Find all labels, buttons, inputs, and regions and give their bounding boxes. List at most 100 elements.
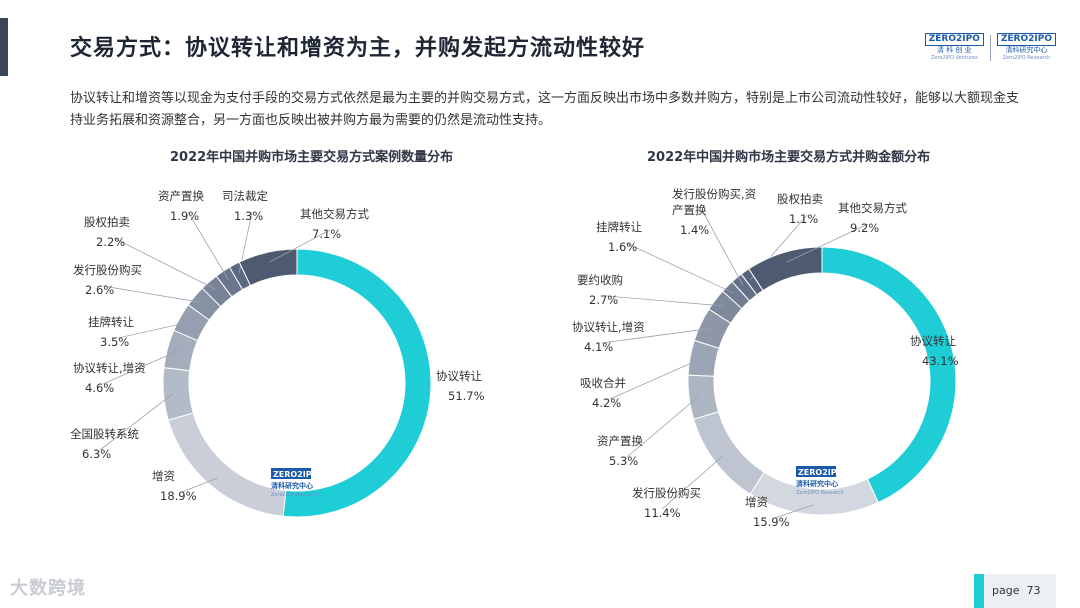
chart2-label-name-10-0: 其他交易方式 bbox=[838, 201, 907, 215]
logo-divider bbox=[989, 34, 991, 61]
chart2-label-value-4: 4.2% bbox=[592, 396, 621, 410]
chart2-label-0: 协议转让 43.1% bbox=[910, 334, 959, 368]
chart1-leader-5 bbox=[102, 285, 203, 304]
chart1-label-5: 发行股份购买 2.6% bbox=[73, 263, 142, 297]
chart-count-title: 2022年中国并购市场主要交易方式案例数量分布 bbox=[170, 150, 454, 165]
chart1-leader-9 bbox=[269, 229, 331, 263]
chart1-label-6: 股权拍卖 2.2% bbox=[84, 215, 130, 249]
chart2-label-name-6-0: 要约收购 bbox=[577, 273, 623, 287]
chart2-label-2: 发行股份购买 11.4% bbox=[632, 486, 701, 520]
logo-right-name: 清科研究中心 bbox=[1005, 46, 1048, 54]
chart2-label-value-3: 5.3% bbox=[609, 454, 638, 468]
chart1-label-value-6: 2.2% bbox=[96, 235, 125, 249]
chart2-label-value-10: 9.2% bbox=[850, 221, 879, 235]
chart2-leader-1 bbox=[774, 504, 814, 519]
chart1-label-name-8-0: 司法裁定 bbox=[222, 189, 268, 203]
chart2-leader-6 bbox=[606, 295, 724, 307]
chart1-label-name-5-0: 发行股份购买 bbox=[73, 263, 142, 277]
chart1-leader-6 bbox=[113, 237, 216, 290]
zero2ipo-research-logo: ZERO2IPO 清科研究中心 Zero2IPO Research bbox=[996, 33, 1056, 62]
chart-amount-title: 2022年中国并购市场主要交易方式并购金额分布 bbox=[647, 150, 931, 165]
chart1-center-logo: ZERO2IPO 清科研究中心 Zero2IPO Research bbox=[271, 468, 319, 498]
chart1-label-name-2-0: 全国股转系统 bbox=[70, 427, 139, 441]
logo-left-name: 清 科 创 业 bbox=[936, 46, 972, 54]
chart1-label-name-7-0: 资产置换 bbox=[158, 189, 204, 203]
chart1-label-name-4-0: 挂牌转让 bbox=[88, 315, 134, 329]
chart1-center-logo-wordmark: ZERO2IPO bbox=[273, 470, 319, 479]
chart1-leader-7 bbox=[187, 211, 229, 280]
chart2-leader-10 bbox=[786, 223, 869, 263]
chart1-label-9: 其他交易方式 7.1% bbox=[300, 207, 369, 241]
page-number: page 73 bbox=[992, 584, 1041, 597]
chart2-label-1: 增资 15.9% bbox=[745, 495, 790, 529]
chart2-label-value-1: 15.9% bbox=[753, 515, 790, 529]
chart2-label-name-1-0: 增资 bbox=[745, 495, 768, 509]
chart2-label-name-9-0: 股权拍卖 bbox=[777, 192, 823, 206]
chart2-slice-3 bbox=[687, 374, 720, 420]
chart1-leader-2 bbox=[99, 392, 174, 451]
chart2-label-name-8-1: 产置换 bbox=[672, 203, 707, 217]
chart2-center-logo-en: Zero2IPO Research bbox=[796, 490, 844, 496]
page-indicator-stripe bbox=[974, 574, 984, 608]
chart2-label-10: 其他交易方式 9.2% bbox=[838, 201, 907, 235]
logo-right-wordmark: ZERO2IPO bbox=[996, 33, 1056, 46]
chart1-label-value-5: 2.6% bbox=[85, 283, 114, 297]
chart1-slice-9 bbox=[238, 248, 298, 287]
header-logos: ZERO2IPO 清 科 创 业 Zero2IPO Ventures ZERO2… bbox=[924, 33, 1056, 62]
chart2-leader-7 bbox=[625, 242, 735, 294]
chart1-label-value-0: 51.7% bbox=[448, 389, 485, 403]
chart2-label-name-8-0: 发行股份购买,资 bbox=[672, 187, 756, 201]
chart1-label-name-1-0: 增资 bbox=[152, 469, 175, 483]
chart2-label-name-5-0: 协议转让,增资 bbox=[572, 320, 645, 334]
logo-right-en: Zero2IPO Research bbox=[1002, 55, 1051, 61]
chart1-label-3: 协议转让,增资 4.6% bbox=[73, 361, 146, 395]
chart1-leader-4 bbox=[117, 321, 190, 339]
chart1-label-2: 全国股转系统 6.3% bbox=[70, 427, 139, 461]
chart1-label-name-0-0: 协议转让 bbox=[436, 369, 482, 383]
chart2-label-value-7: 1.6% bbox=[608, 240, 637, 254]
chart1-label-value-8: 1.3% bbox=[234, 209, 263, 223]
chart2-center-logo-name: 清科研究中心 bbox=[796, 479, 838, 488]
chart2-slice-10 bbox=[748, 246, 823, 292]
chart2-label-name-2-0: 发行股份购买 bbox=[632, 486, 701, 500]
title-accent-bar bbox=[0, 18, 8, 76]
chart2-label-3: 资产置换 5.3% bbox=[597, 434, 643, 468]
chart2-slice-0 bbox=[821, 246, 957, 504]
chart1-center-logo-en: Zero2IPO Research bbox=[271, 492, 319, 498]
page-title: 交易方式：协议转让和增资为主，并购发起方流动性较好 bbox=[70, 36, 646, 61]
chart1-label-1: 增资 18.9% bbox=[152, 469, 197, 503]
chart2-label-8: 发行股份购买,资产置换 1.4% bbox=[672, 187, 756, 237]
logo-left-en: Zero2IPO Ventures bbox=[930, 55, 978, 61]
chart2-label-value-2: 11.4% bbox=[644, 506, 681, 520]
chart1-label-4: 挂牌转让 3.5% bbox=[88, 315, 134, 349]
chart2-leader-4 bbox=[609, 358, 701, 400]
page-indicator: page 73 bbox=[974, 574, 1056, 608]
chart1-label-value-2: 6.3% bbox=[82, 447, 111, 461]
watermark: 大数跨境 bbox=[10, 578, 86, 599]
chart1-center-logo-name: 清科研究中心 bbox=[271, 481, 313, 490]
zero2ipo-ventures-logo: ZERO2IPO 清 科 创 业 Zero2IPO Ventures bbox=[924, 33, 984, 62]
chart2-label-name-3-0: 资产置换 bbox=[597, 434, 643, 448]
chart1-label-value-9: 7.1% bbox=[312, 227, 341, 241]
chart2-label-value-5: 4.1% bbox=[584, 340, 613, 354]
chart1-label-name-3-0: 协议转让,增资 bbox=[73, 361, 146, 375]
chart2-label-value-6: 2.7% bbox=[589, 293, 618, 307]
chart1-slice-2 bbox=[162, 367, 194, 421]
chart1-label-7: 资产置换 1.9% bbox=[158, 189, 204, 223]
chart1-label-value-7: 1.9% bbox=[170, 209, 199, 223]
chart2-center-logo-wordmark: ZERO2IPO bbox=[798, 468, 844, 477]
chart2-label-name-7-0: 挂牌转让 bbox=[596, 220, 642, 234]
chart1-leader-3 bbox=[102, 350, 178, 385]
chart1-label-0: 协议转让 51.7% bbox=[436, 369, 485, 403]
chart2-label-6: 要约收购 2.7% bbox=[577, 273, 623, 307]
chart2-label-5: 协议转让,增资 4.1% bbox=[572, 320, 645, 354]
chart1-label-name-9-0: 其他交易方式 bbox=[300, 207, 369, 221]
chart2-label-9: 股权拍卖 1.1% bbox=[777, 192, 823, 226]
chart2-leader-5 bbox=[601, 328, 710, 344]
chart1-label-value-3: 4.6% bbox=[85, 381, 114, 395]
chart1-label-value-4: 3.5% bbox=[100, 335, 129, 349]
chart1-label-value-1: 18.9% bbox=[160, 489, 197, 503]
logo-left-wordmark: ZERO2IPO bbox=[924, 33, 984, 46]
chart1-leader-1 bbox=[181, 477, 218, 493]
